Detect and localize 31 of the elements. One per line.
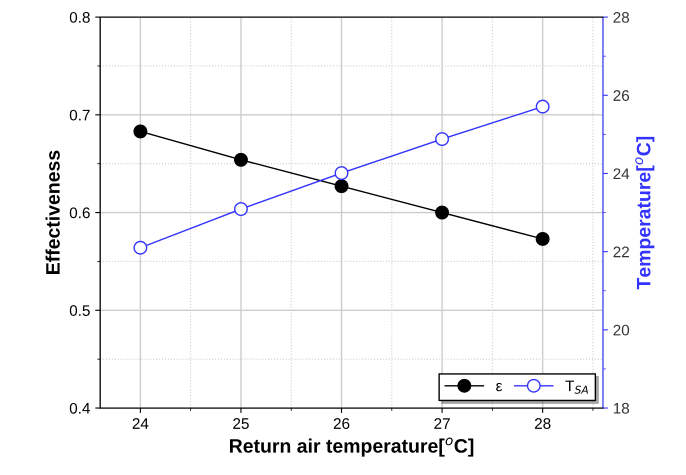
point	[133, 124, 148, 138]
point	[536, 232, 550, 246]
y-axis-title: Effectiveness	[46, 150, 60, 274]
legend-label: T$_{SA}$	[565, 380, 588, 394]
x-tick-label: 26	[334, 418, 350, 429]
legend-label: ε	[496, 382, 502, 392]
y-tick-label: 0.7	[70, 110, 90, 121]
y-tick-label: 0.5	[70, 305, 90, 316]
point	[536, 100, 550, 114]
x-axis-title: Return air temperature[$^{o}$C]	[230, 438, 474, 457]
point	[234, 152, 248, 167]
x-tick-label: 27	[434, 418, 450, 429]
y2-axis-title: Temperature[$^{o}$C]	[635, 136, 654, 290]
x-tick-label: 28	[534, 418, 550, 429]
point	[334, 179, 348, 194]
point	[435, 206, 450, 220]
point	[435, 132, 450, 146]
x-tick-label: 24	[132, 418, 148, 429]
y2-tick-label: 18	[614, 402, 630, 414]
y2-tick-label: 20	[613, 324, 630, 336]
x-tick-label: 25	[233, 418, 249, 429]
point	[133, 240, 148, 255]
y-tick-label: 0.6	[70, 207, 90, 218]
y-tick-label: 0.4	[70, 402, 90, 414]
y-tick-label: 0.8	[70, 12, 90, 23]
y2-tick-label: 22	[613, 246, 629, 258]
point	[334, 166, 348, 180]
y2-tick-label: 26	[613, 90, 630, 101]
point	[234, 202, 248, 216]
y2-tick-label: 28	[613, 12, 630, 23]
y2-tick-label: 24	[613, 168, 630, 180]
